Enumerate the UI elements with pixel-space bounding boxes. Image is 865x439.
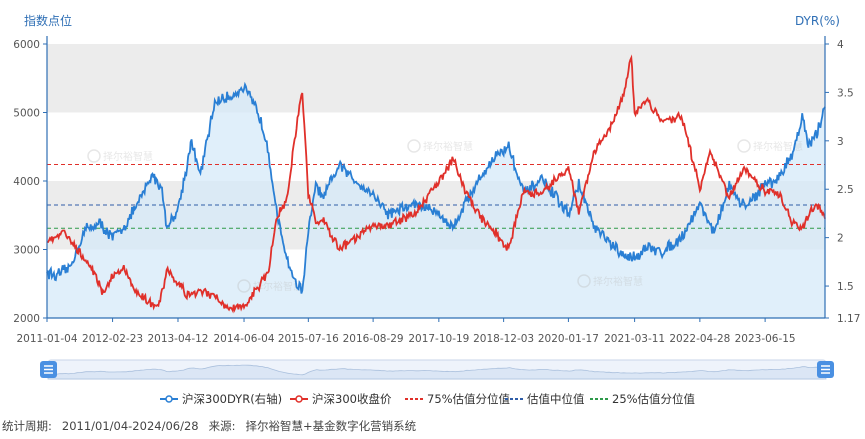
watermark-text: 择尔裕智慧 (423, 140, 473, 153)
y-right-tick-label: 2 (837, 233, 844, 245)
x-tick-label: 2022-04-28 (669, 333, 730, 345)
watermark: 择尔裕智慧 (577, 274, 643, 288)
logo-icon (407, 139, 421, 153)
legend-item-1: 沪深300收盘价 (290, 392, 392, 406)
legend-dot-icon (295, 395, 303, 403)
y-right-tick-label: 2.5 (837, 184, 854, 196)
y-left-tick-label: 4000 (13, 176, 40, 188)
watermark: 择尔裕智慧 (407, 139, 473, 153)
x-tick-label: 2017-10-19 (408, 333, 469, 345)
axes (46, 36, 826, 319)
y-left-tick-label: 6000 (13, 39, 40, 51)
y-left-title: 指数点位 (24, 13, 72, 28)
y-right-tick-label: 1.17 (837, 313, 860, 325)
legend-dot-icon (165, 395, 173, 403)
watermark-text: 择尔裕智慧 (753, 140, 803, 153)
watermark-text: 择尔裕智慧 (593, 275, 643, 288)
x-tick-label: 2016-08-29 (343, 333, 404, 345)
watermark: 择尔裕智慧 (237, 279, 303, 293)
legend-item-3: 估值中位值 (505, 392, 585, 406)
source-label: 来源: (208, 419, 236, 433)
logo-icon (577, 274, 591, 288)
y-right-ticks: 1.17 1.5 2 2.5 3 3.5 4 (825, 39, 860, 325)
x-tick-label: 2018-12-03 (473, 333, 534, 345)
period-value: 2011/01/04-2024/06/28 (61, 419, 199, 433)
legend: 沪深300DYR(右轴) 沪深300收盘价 75%估值分位值 估值中位值 25%估值分位… (160, 392, 696, 406)
legend-label: 估值中位值 (527, 392, 585, 406)
reference-lines (47, 164, 825, 229)
watermark: 择尔裕智慧 (87, 149, 153, 163)
logo-icon (87, 149, 101, 163)
y-right-title: DYR(%) (795, 14, 840, 28)
logo-icon (737, 139, 751, 153)
watermark: 择尔裕智慧 (737, 139, 803, 153)
x-ticks: 2011-01-04 2012-02-23 2013-04-12 2014-06-04… (16, 318, 796, 345)
grip-icon (44, 365, 53, 374)
footer: 统计周期: 2011/01/04-2024/06/28 来源: 择尔裕智慧+基金数字化… (2, 418, 426, 434)
legend-item-0: 沪深300DYR(右轴) (160, 392, 282, 406)
zoom-slider[interactable] (40, 359, 834, 380)
legend-label: 沪深300DYR(右轴) (182, 392, 282, 406)
legend-label: 沪深300收盘价 (312, 392, 392, 406)
grip-icon (821, 365, 830, 374)
legend-item-4: 25%估值分位值 (590, 392, 696, 406)
slider-preview (47, 364, 827, 380)
legend-item-2: 75%估值分位值 (405, 392, 511, 406)
x-tick-label: 2023-06-15 (735, 333, 796, 345)
y-left-tick-label: 3000 (13, 245, 40, 257)
x-tick-label: 2021-03-11 (604, 333, 665, 345)
series-lines (46, 54, 826, 314)
y-left-ticks: 2000 3000 4000 5000 6000 (13, 39, 47, 325)
y-right-tick-label: 4 (837, 39, 844, 51)
slider-handle-left[interactable] (40, 361, 57, 378)
watermark-text: 择尔裕智慧 (103, 150, 153, 163)
source-value: 择尔裕智慧+基金数字化营销系统 (245, 419, 417, 433)
x-tick-label: 2014-06-04 (214, 333, 275, 345)
dyr-area-fill (47, 84, 825, 318)
x-tick-label: 2012-02-23 (82, 333, 143, 345)
logo-icon (237, 279, 251, 293)
period-label: 统计周期: (2, 419, 52, 433)
y-left-tick-label: 5000 (13, 108, 40, 120)
series-line-dyr (46, 81, 826, 294)
x-tick-label: 2011-01-04 (16, 333, 77, 345)
watermark-text: 择尔裕智慧 (253, 280, 303, 293)
y-left-tick-label: 2000 (13, 313, 40, 325)
dyr-area (47, 84, 825, 318)
legend-label: 75%估值分位值 (427, 392, 511, 406)
band-gray (47, 44, 825, 113)
series-line-close (46, 54, 826, 314)
y-right-tick-label: 3.5 (837, 87, 854, 99)
slider-handle-right[interactable] (817, 361, 834, 378)
x-tick-label: 2013-04-12 (147, 333, 208, 345)
x-tick-label: 2020-01-17 (538, 333, 599, 345)
y-right-tick-label: 1.5 (837, 281, 854, 293)
x-tick-label: 2015-07-16 (278, 333, 339, 345)
y-right-tick-label: 3 (837, 136, 844, 148)
legend-label: 25%估值分位值 (612, 392, 696, 406)
